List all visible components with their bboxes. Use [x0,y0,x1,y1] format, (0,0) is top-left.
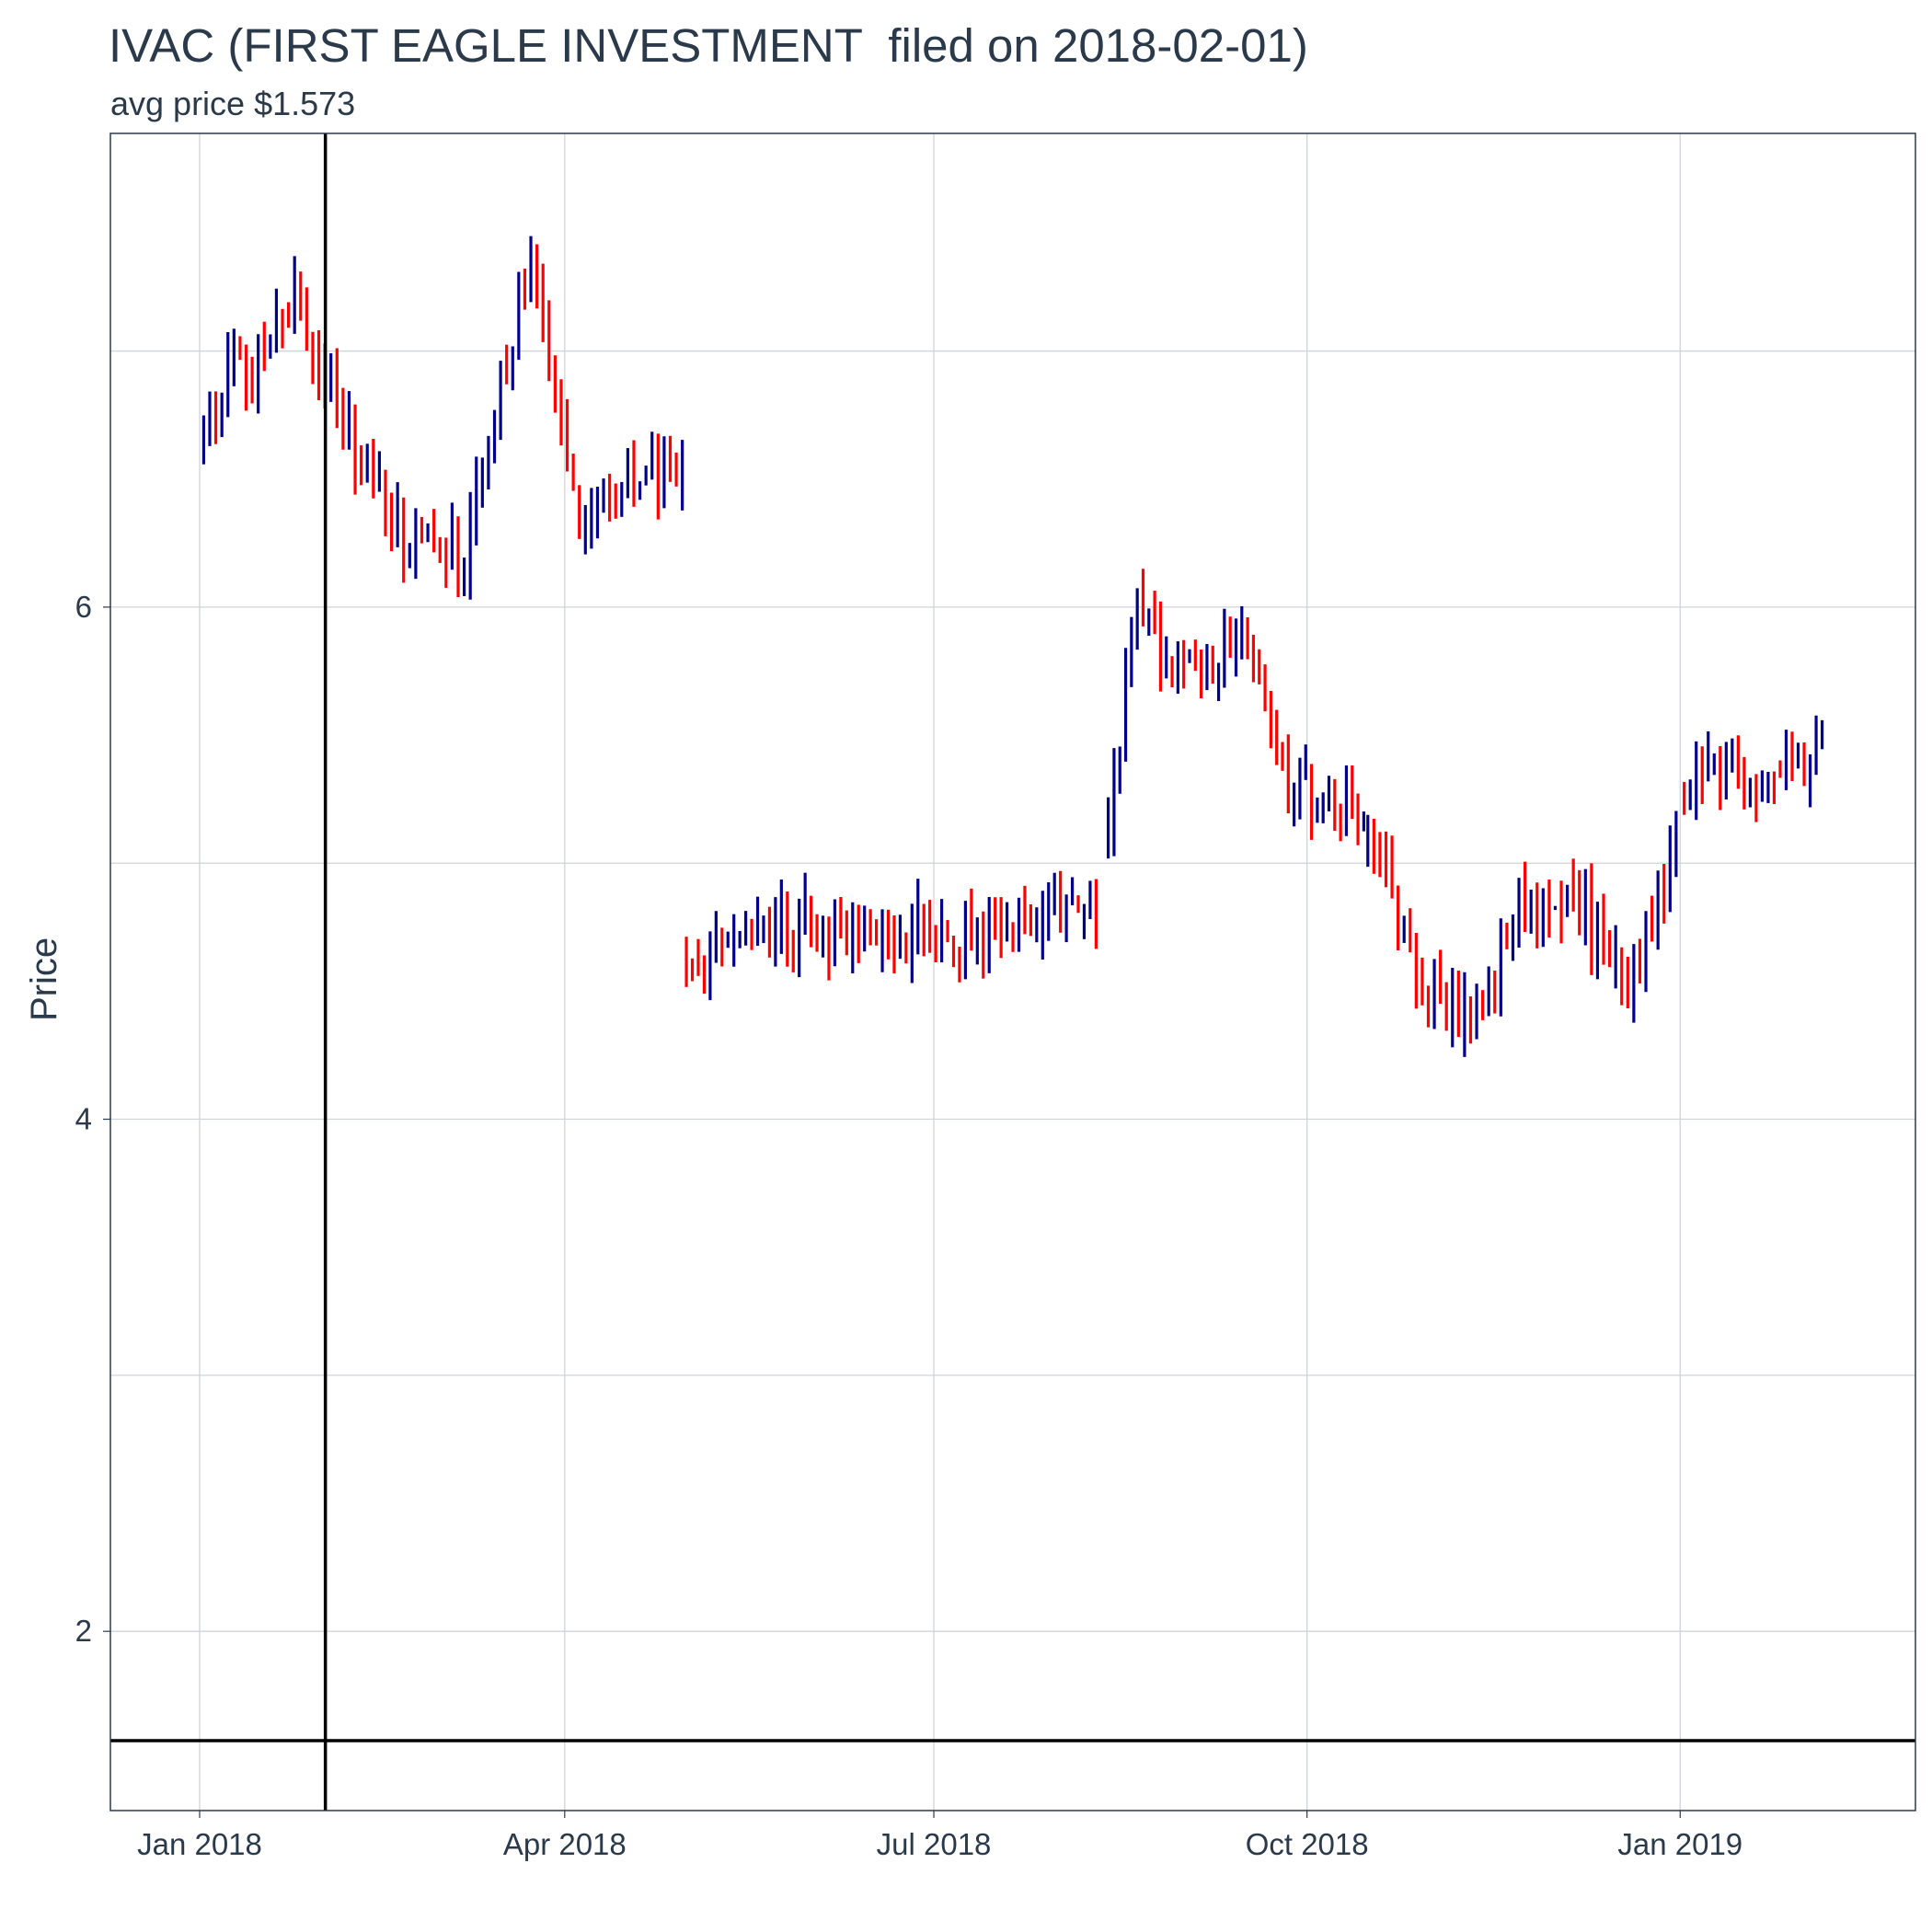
x-tick-label: Jul 2018 [877,1827,992,1861]
x-tick-label: Jan 2018 [137,1827,262,1861]
y-tick-label: 6 [75,590,92,624]
chart-title: IVAC (FIRST EAGLE INVESTMENT filed on 20… [109,19,1308,72]
chart-subtitle: avg price $1.573 [110,85,356,122]
x-tick-label: Apr 2018 [503,1827,627,1861]
x-tick-label: Jan 2019 [1617,1827,1742,1861]
y-tick-label: 4 [75,1102,92,1136]
ohlc-bars [201,236,1824,1057]
y-tick-label: 2 [75,1614,92,1648]
axis-tick-labels: 2 4 6 Jan 2018 Apr 2018 Jul 2018 Oct 2018 Jan 2… [75,590,1743,1861]
x-tick-label: Oct 2018 [1246,1827,1369,1861]
reference-lines [110,133,1915,1811]
plot-panel-border [109,132,1916,1811]
grid-lines [110,133,1915,1811]
